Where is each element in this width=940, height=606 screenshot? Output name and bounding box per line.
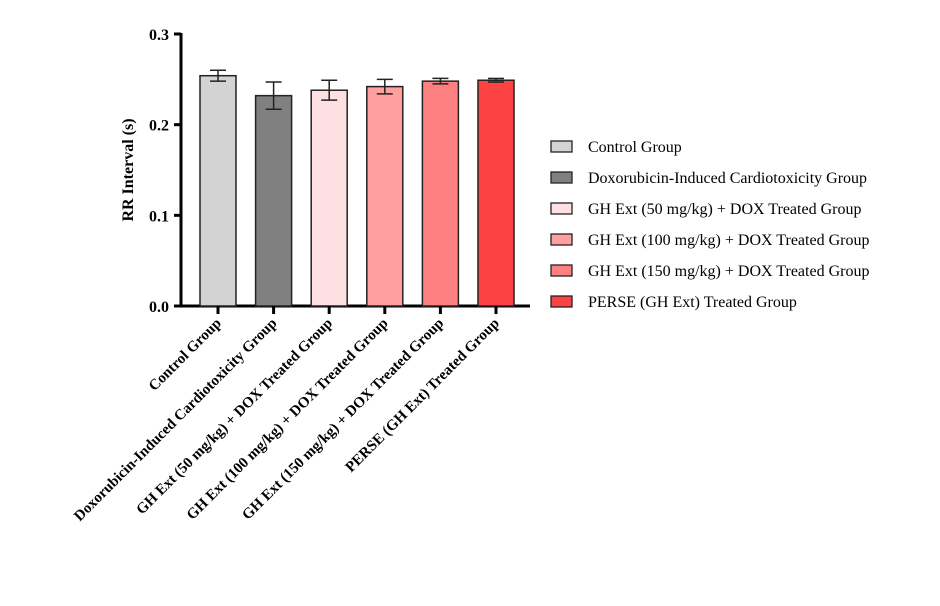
legend-label: GH Ext (50 mg/kg) + DOX Treated Group: [588, 201, 861, 218]
bar: [310, 89, 348, 307]
bar: [254, 94, 293, 307]
legend-swatch: [550, 140, 573, 153]
x-tick-label: GH Ext (50 mg/kg) + DOX Treated Group: [134, 316, 336, 518]
y-tick-label: 0.1: [149, 208, 169, 225]
x-tick-label: GH Ext (100 mg/kg) + DOX Treated Group: [184, 316, 392, 524]
bar: [477, 79, 515, 307]
y-tick-label: 0.0: [149, 299, 169, 316]
legend-label: PERSE (GH Ext) Treated Group: [588, 294, 797, 311]
legend-label: GH Ext (100 mg/kg) + DOX Treated Group: [588, 232, 869, 249]
legend-swatch: [550, 171, 573, 184]
legend-swatch: [550, 233, 573, 246]
x-tick-label: Doxorubicin-Induced Cardiotoxicity Group: [71, 316, 280, 525]
bar: [366, 85, 404, 307]
y-tick-label: 0.2: [149, 118, 169, 135]
y-tick-label: 0.3: [149, 27, 169, 44]
legend-swatch: [550, 202, 573, 215]
bar: [199, 74, 237, 307]
legend-swatch: [550, 295, 573, 308]
legend-swatch: [550, 264, 573, 277]
y-axis-label: RR Interval (s): [120, 118, 137, 221]
x-tick-label: GH Ext (150 mg/kg) + DOX Treated Group: [239, 316, 447, 524]
bar: [421, 80, 460, 307]
legend-label: GH Ext (150 mg/kg) + DOX Treated Group: [588, 263, 869, 280]
legend-label: Control Group: [588, 139, 682, 156]
legend-label: Doxorubicin-Induced Cardiotoxicity Group: [588, 170, 867, 187]
